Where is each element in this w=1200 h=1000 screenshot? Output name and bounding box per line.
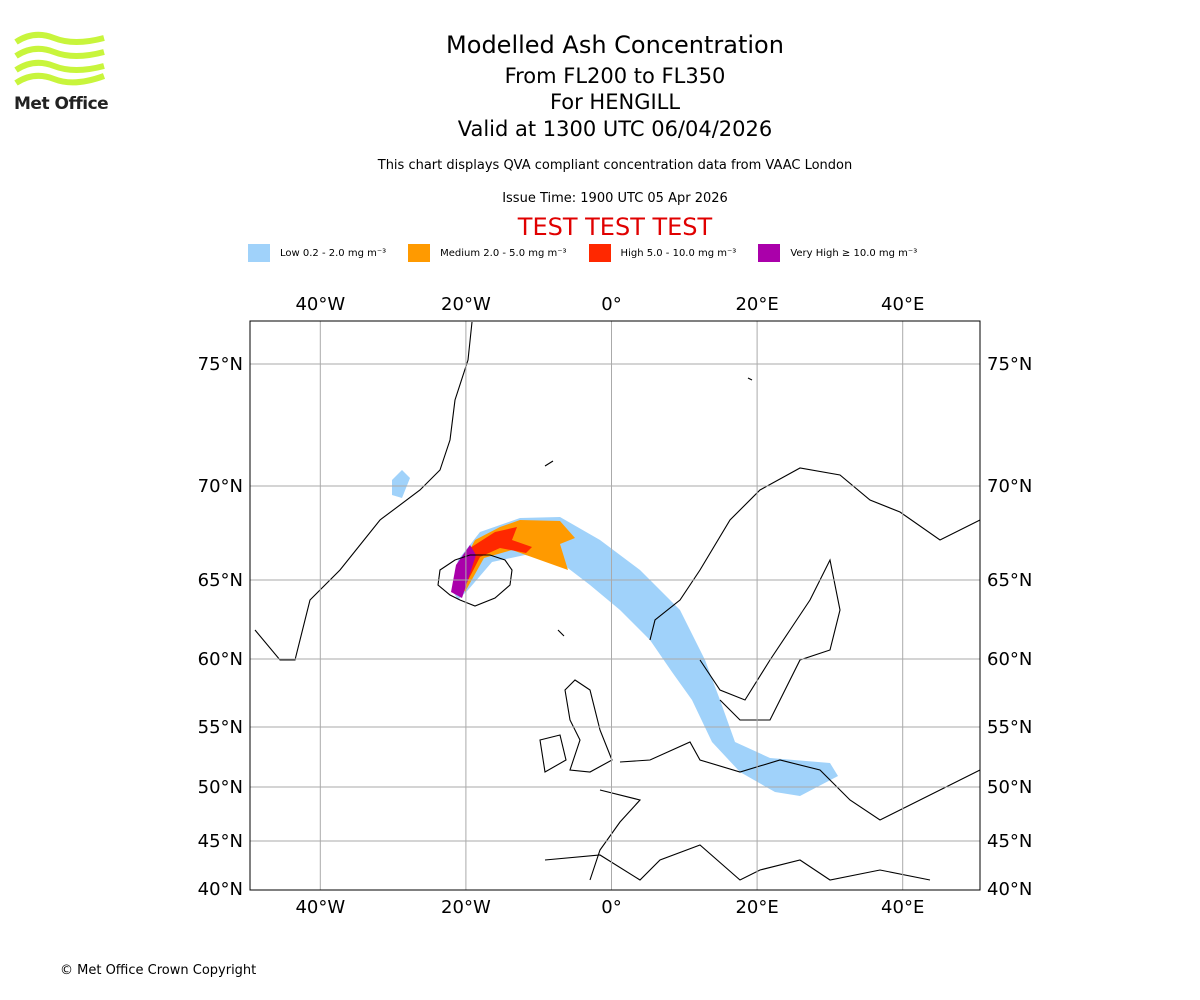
plume-high bbox=[456, 527, 532, 592]
map-frame bbox=[249, 320, 981, 891]
lon-label: 40°E bbox=[881, 294, 924, 315]
legend-swatch bbox=[758, 244, 781, 262]
legend-low: Low 0.2 - 2.0 mg m⁻³ bbox=[248, 244, 386, 262]
legend: Low 0.2 - 2.0 mg m⁻³ Medium 2.0 - 5.0 mg… bbox=[248, 244, 939, 262]
lat-label: 50°N bbox=[198, 777, 243, 798]
lat-label: 65°N bbox=[198, 570, 243, 591]
plume-low bbox=[452, 517, 838, 796]
lon-label: 20°W bbox=[441, 294, 491, 315]
legend-high: High 5.0 - 10.0 mg m⁻³ bbox=[588, 244, 737, 262]
legend-label: High 5.0 - 10.0 mg m⁻³ bbox=[620, 247, 737, 259]
plume-very-high bbox=[451, 545, 476, 598]
lon-label: 20°E bbox=[735, 294, 778, 315]
lat-label: 60°N bbox=[198, 649, 243, 670]
legend-very-high: Very High ≥ 10.0 mg m⁻³ bbox=[758, 244, 917, 262]
plume-greenland-patch bbox=[392, 470, 410, 498]
lat-label: 70°N bbox=[987, 476, 1032, 497]
lat-label: 55°N bbox=[987, 717, 1032, 738]
lon-label: 20°W bbox=[441, 897, 491, 918]
graticule bbox=[250, 321, 980, 890]
legend-swatch bbox=[408, 244, 431, 262]
flight-levels: From FL200 to FL350 bbox=[504, 64, 726, 88]
chart-title: Modelled Ash Concentration bbox=[446, 31, 784, 59]
volcano-name: For HENGILL bbox=[549, 90, 681, 114]
lat-label: 40°N bbox=[198, 879, 243, 900]
copyright: © Met Office Crown Copyright bbox=[60, 963, 257, 978]
lon-label: 40°E bbox=[881, 897, 924, 918]
lon-label: 20°E bbox=[735, 897, 778, 918]
lat-label: 75°N bbox=[198, 354, 243, 375]
ash-plume bbox=[392, 470, 838, 796]
lon-label: 0° bbox=[601, 897, 621, 918]
lon-label: 40°W bbox=[295, 294, 345, 315]
legend-label: Very High ≥ 10.0 mg m⁻³ bbox=[790, 247, 918, 259]
lat-label: 55°N bbox=[198, 717, 243, 738]
legend-swatch bbox=[248, 244, 270, 262]
subtitle: This chart displays QVA compliant concen… bbox=[377, 158, 853, 173]
legend-medium: Medium 2.0 - 5.0 mg m⁻³ bbox=[408, 244, 567, 262]
lat-label: 75°N bbox=[987, 354, 1032, 375]
test-banner: TEST TEST TEST bbox=[517, 213, 713, 241]
issue-time: Issue Time: 1900 UTC 05 Apr 2026 bbox=[502, 191, 728, 206]
lat-label: 70°N bbox=[198, 476, 243, 497]
legend-swatch bbox=[588, 244, 611, 262]
legend-label: Medium 2.0 - 5.0 mg m⁻³ bbox=[440, 247, 567, 259]
met-office-logo: Met Office bbox=[14, 30, 109, 114]
logo-waves-icon bbox=[14, 31, 106, 86]
lat-label: 45°N bbox=[987, 831, 1032, 852]
lat-label: 40°N bbox=[987, 879, 1032, 900]
lat-label: 65°N bbox=[987, 570, 1032, 591]
lat-label: 50°N bbox=[987, 777, 1032, 798]
logo-text: Met Office bbox=[14, 94, 109, 114]
coastlines bbox=[254, 321, 981, 881]
valid-time: Valid at 1300 UTC 06/04/2026 bbox=[457, 117, 773, 141]
legend-label: Low 0.2 - 2.0 mg m⁻³ bbox=[280, 247, 387, 259]
lat-label: 45°N bbox=[198, 831, 243, 852]
axis-labels: 40°W 40°W 20°W 20°W 0° 0° 20°E 20°E 40°E 40°E 75°N… bbox=[198, 294, 1033, 918]
lon-label: 40°W bbox=[295, 897, 345, 918]
lat-label: 60°N bbox=[987, 649, 1032, 670]
lon-label: 0° bbox=[601, 294, 621, 315]
